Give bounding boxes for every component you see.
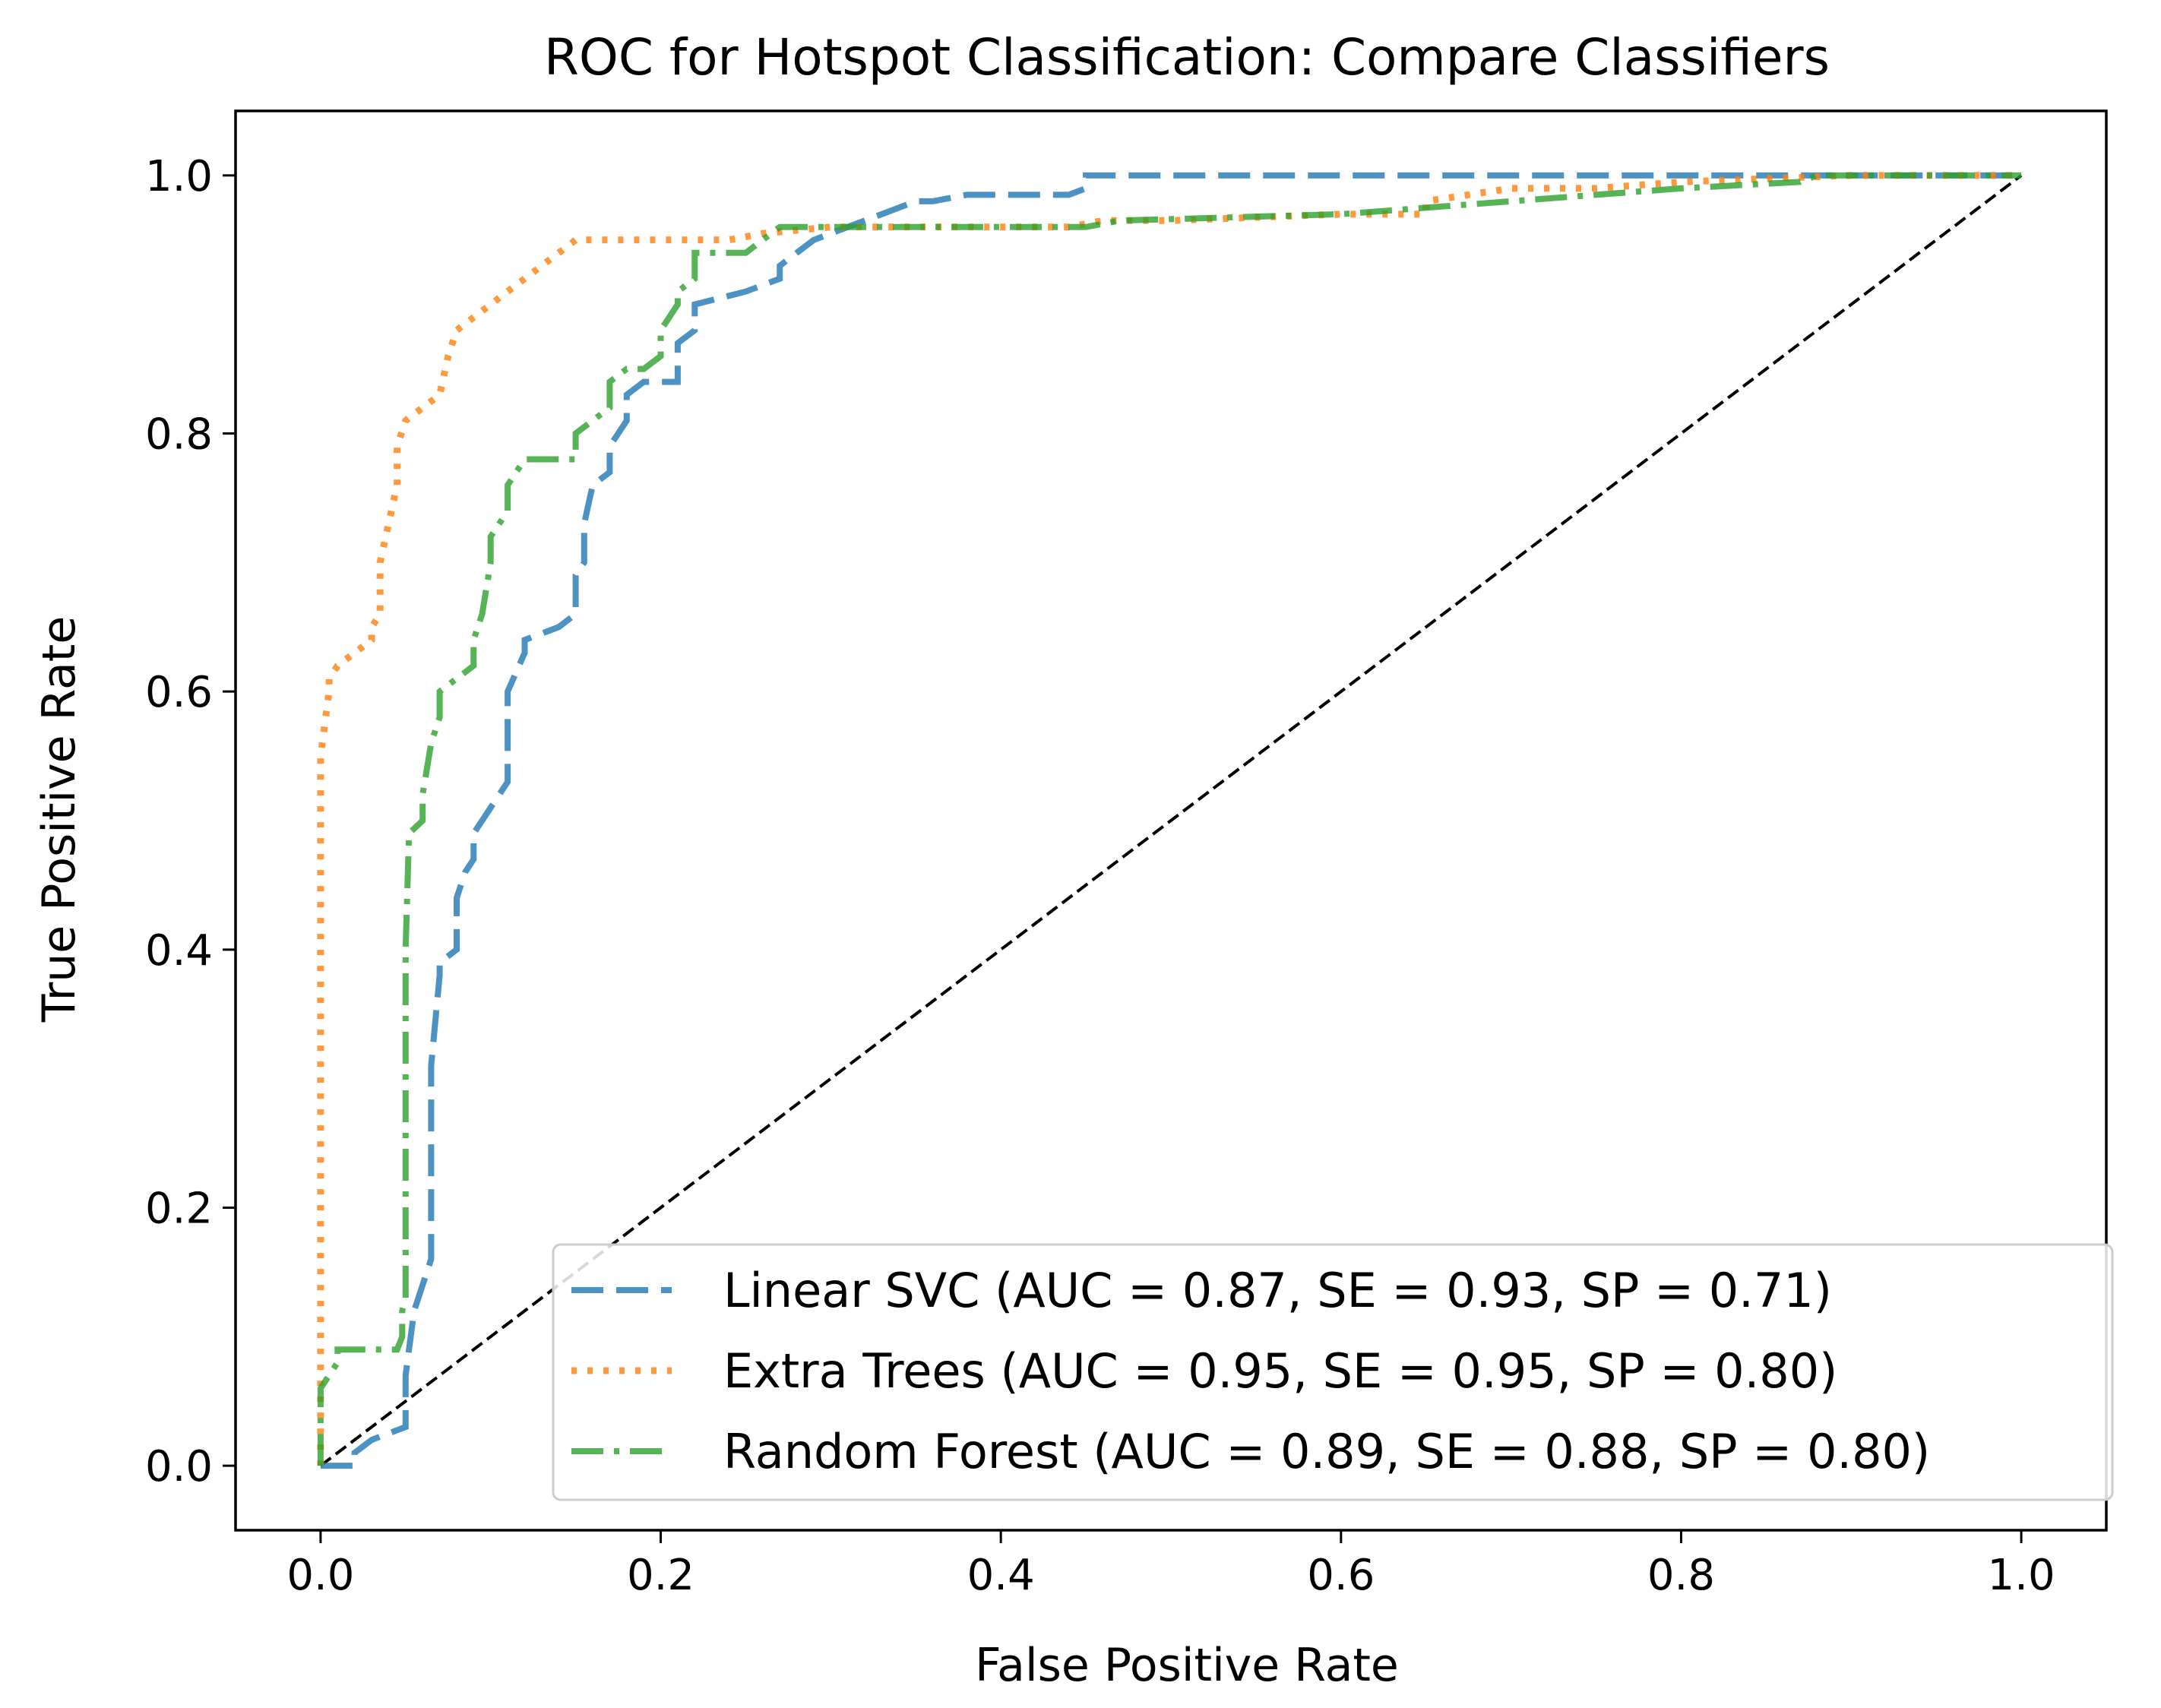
x-tick-label: 0.4: [967, 1551, 1035, 1600]
legend-label-1: Linear SVC (AUC = 0.87, SE = 0.93, SP = …: [723, 1263, 1832, 1318]
x-tick-label: 1.0: [1988, 1551, 2055, 1600]
legend-label-2: Extra Trees (AUC = 0.95, SE = 0.95, SP =…: [723, 1343, 1837, 1399]
series-line-1: [320, 172, 2022, 1469]
plot-frame: [234, 109, 2108, 1532]
x-axis-label: False Positive Rate: [975, 1639, 1399, 1692]
legend-frame: [552, 1243, 2114, 1501]
series-group: [317, 172, 2022, 1469]
series-line-3: [317, 172, 2022, 1466]
y-axis-label: True Positive Rate: [33, 616, 86, 1023]
y-tick-label: 0.6: [145, 668, 213, 717]
diagonal-chance-line: [319, 174, 2023, 1467]
x-tick-label: 0.0: [286, 1551, 354, 1600]
chart-title: ROC for Hotspot Classification: Compare …: [544, 28, 1830, 87]
x-tick-label: 0.2: [627, 1551, 694, 1600]
x-tick-label: 0.8: [1647, 1551, 1715, 1600]
y-tick-label: 0.4: [145, 926, 213, 976]
y-tick-label: 0.2: [145, 1184, 213, 1233]
legend-label-3: Random Forest (AUC = 0.89, SE = 0.88, SP…: [723, 1424, 1930, 1479]
legend: Linear SVC (AUC = 0.87, SE = 0.93, SP = …: [552, 1243, 2114, 1501]
x-tick-label: 0.6: [1307, 1551, 1375, 1600]
axes: 0.0 0.2 0.4 0.6 0.8 1.0 0.0 0.2 0.4 0.6 0.8 1.0: [145, 109, 2108, 1600]
series-line-2: [317, 172, 2022, 1466]
y-tick-label: 1.0: [145, 152, 213, 201]
y-tick-label: 0.0: [145, 1442, 213, 1491]
y-tick-label: 0.8: [145, 410, 213, 460]
